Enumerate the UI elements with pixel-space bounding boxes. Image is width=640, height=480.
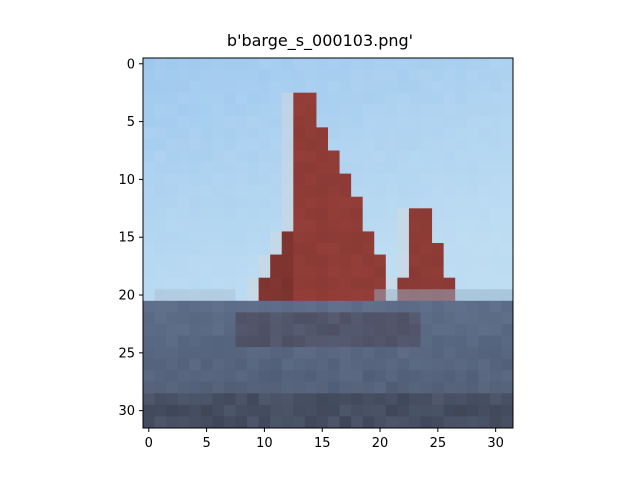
x-tick-label: 25 bbox=[430, 436, 447, 451]
pixel-image bbox=[143, 58, 514, 429]
x-tick-label: 0 bbox=[145, 436, 153, 451]
x-tick-label: 10 bbox=[256, 436, 273, 451]
x-axis-ticks: 0 5 10 15 20 25 30 bbox=[145, 428, 504, 451]
x-tick-label: 15 bbox=[314, 436, 331, 451]
x-tick-label: 30 bbox=[487, 436, 504, 451]
y-axis-ticks: 0 5 10 15 20 25 30 bbox=[118, 57, 143, 419]
y-tick-label: 5 bbox=[127, 115, 135, 130]
x-tick-label: 20 bbox=[372, 436, 389, 451]
y-tick-label: 15 bbox=[118, 231, 135, 246]
figure-title: b'barge_s_000103.png' bbox=[226, 31, 414, 50]
y-tick-label: 10 bbox=[118, 173, 135, 188]
axes-frame bbox=[142, 57, 514, 429]
y-tick-label: 0 bbox=[127, 57, 135, 72]
y-tick-label: 20 bbox=[118, 289, 135, 304]
x-tick-label: 5 bbox=[202, 436, 210, 451]
y-tick-label: 30 bbox=[118, 404, 135, 419]
y-tick-label: 25 bbox=[118, 346, 135, 361]
